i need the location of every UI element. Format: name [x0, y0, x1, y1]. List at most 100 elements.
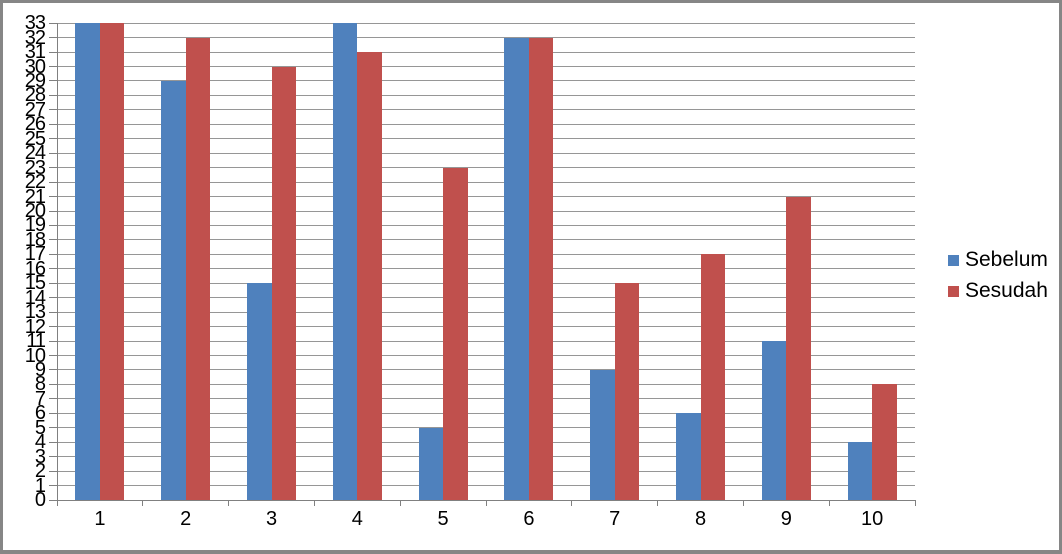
bar-sesudah-6	[528, 37, 554, 500]
y-tick	[49, 37, 57, 39]
bar-sesudah-2	[185, 37, 211, 500]
x-axis-label: 7	[609, 508, 621, 530]
x-axis-label: 6	[523, 508, 535, 530]
y-axis-label: 13	[24, 301, 46, 324]
x-axis-label: 4	[351, 508, 363, 530]
y-tick	[49, 66, 57, 67]
gridline	[57, 239, 915, 241]
gridline	[57, 268, 915, 270]
bar-sesudah-3	[271, 66, 296, 500]
gridline	[57, 152, 915, 154]
x-tick	[56, 500, 58, 506]
y-tick	[49, 470, 57, 472]
y-axis-label: 24	[24, 142, 46, 165]
y-tick	[49, 326, 57, 328]
x-tick	[313, 500, 315, 506]
bar-sebelum-1	[75, 23, 100, 500]
legend-label: Sesudah	[965, 279, 1048, 302]
bar-sesudah-9	[786, 196, 811, 500]
gridline	[57, 340, 915, 342]
y-tick	[49, 427, 57, 429]
y-axis-label: 4	[34, 431, 46, 454]
gridline	[57, 470, 915, 472]
x-tick	[228, 500, 230, 506]
y-axis-label: 19	[24, 214, 46, 237]
x-tick	[399, 500, 401, 506]
y-tick	[49, 196, 57, 198]
bar-sesudah-5	[443, 167, 468, 500]
bar-sesudah-7	[614, 283, 640, 500]
gridline	[57, 297, 915, 299]
y-tick	[49, 499, 57, 501]
y-tick	[49, 167, 57, 169]
y-tick	[49, 268, 57, 270]
y-axis-label: 16	[24, 257, 46, 280]
y-tick	[49, 297, 57, 299]
y-axis-label: 10	[24, 344, 46, 367]
gridline	[57, 427, 915, 429]
gridline	[57, 311, 915, 313]
x-axis-label: 3	[265, 508, 278, 530]
y-axis-label: 26	[24, 113, 46, 136]
y-axis-label: 22	[24, 171, 46, 194]
gridline	[57, 253, 915, 255]
y-axis-label: 7	[34, 387, 46, 410]
y-axis-label: 14	[24, 286, 46, 309]
x-axis-label: 2	[180, 508, 192, 530]
y-axis-label: 15	[24, 272, 46, 295]
gridline	[57, 109, 915, 111]
y-axis-label: 20	[24, 200, 46, 222]
legend-entry-sesudah: Sesudah	[948, 280, 1048, 302]
x-tick	[657, 500, 659, 506]
y-axis-label: 11	[26, 330, 46, 353]
gridline	[57, 123, 915, 125]
bar-sesudah-10	[872, 384, 897, 500]
y-tick	[49, 224, 57, 226]
gridline	[57, 326, 915, 328]
y-tick	[49, 253, 57, 255]
y-tick	[49, 181, 57, 183]
bar-sesudah-8	[700, 254, 725, 500]
y-axis-label: 25	[24, 127, 46, 150]
y-axis-label: 1	[34, 474, 46, 497]
y-tick	[49, 22, 57, 24]
y-tick	[49, 80, 57, 82]
gridline	[57, 412, 915, 414]
y-tick	[49, 441, 57, 443]
y-axis-label: 29	[24, 69, 46, 92]
gridline	[57, 51, 915, 53]
y-tick	[49, 51, 57, 53]
bar-sesudah-1	[99, 23, 125, 500]
gridline	[57, 94, 915, 96]
y-axis-label: 9	[34, 358, 46, 381]
x-axis-line	[57, 499, 916, 501]
gridline	[57, 138, 915, 140]
y-axis-label: 28	[24, 84, 46, 107]
y-axis-label: 8	[34, 373, 46, 396]
gridline	[57, 167, 915, 169]
gridline	[57, 224, 915, 226]
y-tick	[49, 340, 57, 342]
y-axis-label: 0	[34, 489, 46, 511]
gridline	[57, 383, 915, 385]
y-tick	[49, 311, 57, 313]
y-axis-line	[56, 22, 58, 501]
gridline	[57, 66, 915, 67]
y-tick	[49, 485, 57, 487]
legend-swatch-sesudah	[948, 285, 959, 297]
x-tick	[485, 500, 487, 506]
legend-entry-sebelum: Sebelum	[948, 249, 1048, 271]
y-axis-label: 30	[24, 55, 46, 78]
x-axis-label: 10	[860, 508, 884, 530]
y-axis-label: 21	[24, 185, 46, 208]
y-tick	[49, 282, 57, 284]
x-tick	[571, 500, 573, 506]
y-axis-label: 23	[24, 156, 46, 179]
y-axis-label: 31	[24, 41, 46, 64]
gridline	[57, 181, 915, 183]
y-tick	[49, 94, 57, 96]
gridline	[57, 22, 915, 24]
bar-sebelum-10	[847, 442, 873, 500]
x-axis-label: 1	[94, 508, 106, 530]
y-axis-label: 27	[24, 98, 46, 121]
